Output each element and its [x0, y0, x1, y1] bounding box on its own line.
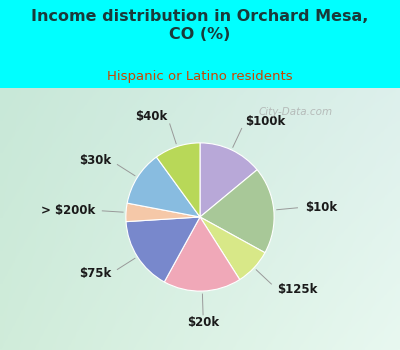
Text: $125k: $125k [277, 282, 317, 295]
Text: Hispanic or Latino residents: Hispanic or Latino residents [107, 70, 293, 83]
Wedge shape [126, 203, 200, 222]
Wedge shape [156, 143, 200, 217]
Text: $30k: $30k [79, 154, 111, 167]
Wedge shape [126, 217, 200, 282]
Text: $100k: $100k [245, 115, 285, 128]
Wedge shape [200, 170, 274, 253]
Text: $75k: $75k [79, 267, 111, 280]
Text: $40k: $40k [135, 110, 168, 124]
Wedge shape [127, 157, 200, 217]
Wedge shape [200, 217, 265, 280]
Wedge shape [200, 143, 257, 217]
Wedge shape [164, 217, 240, 291]
Text: $20k: $20k [187, 316, 219, 329]
Text: Income distribution in Orchard Mesa,
CO (%): Income distribution in Orchard Mesa, CO … [31, 9, 369, 42]
Text: > $200k: > $200k [41, 204, 95, 217]
Text: City-Data.com: City-Data.com [259, 107, 333, 117]
Text: $10k: $10k [305, 201, 337, 214]
